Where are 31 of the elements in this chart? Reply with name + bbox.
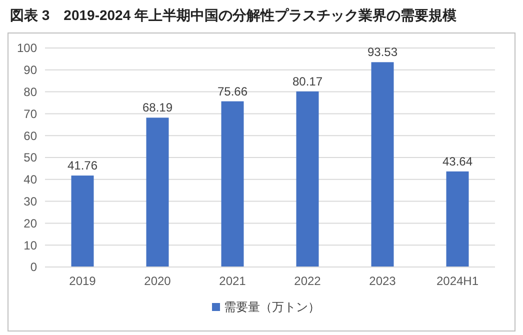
chart-title: 図表 3 2019-2024 年上半期中国の分解性プラスチック業界の需要規模 [10, 7, 458, 23]
bar [371, 62, 394, 267]
x-tick-label: 2019 [69, 274, 96, 288]
y-tick-label: 10 [24, 238, 38, 252]
y-tick-label: 40 [24, 172, 38, 187]
y-tick-label: 70 [24, 106, 38, 121]
y-tick-label: 20 [24, 216, 38, 230]
y-tick-label: 30 [24, 194, 38, 208]
data-label: 80.17 [292, 74, 323, 88]
y-tick-label: 90 [24, 63, 38, 78]
data-label: 43.64 [442, 154, 473, 168]
y-tick-label: 80 [24, 85, 38, 99]
bar [71, 176, 94, 267]
x-tick-label: 2023 [369, 274, 396, 288]
x-tick-label: 2024H1 [436, 274, 479, 288]
data-label: 68.19 [142, 100, 173, 115]
data-label: 41.76 [67, 158, 98, 173]
bar [221, 101, 244, 267]
x-tick-label: 2022 [294, 274, 322, 288]
x-tick-label: 2021 [219, 274, 246, 288]
legend-label: 需要量（万トン） [224, 300, 320, 314]
x-tick-label: 2020 [144, 274, 172, 288]
y-tick-label: 60 [24, 128, 38, 143]
data-label: 93.53 [367, 45, 398, 60]
y-tick-label: 100 [16, 41, 38, 56]
bar [296, 91, 319, 267]
bar [446, 171, 469, 267]
data-label: 75.66 [217, 84, 248, 98]
y-tick-label: 50 [24, 150, 38, 165]
y-tick-label: 0 [30, 260, 38, 274]
bar [146, 118, 169, 267]
